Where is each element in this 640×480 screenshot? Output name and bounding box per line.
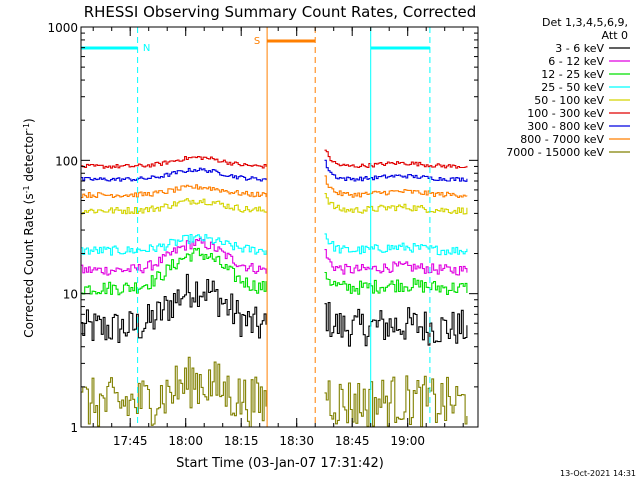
x-tick-label: 18:30	[279, 434, 314, 448]
legend-label: 12 - 25 keV	[541, 68, 604, 81]
series-line	[81, 233, 267, 256]
legend-label: 50 - 100 keV	[534, 94, 604, 107]
series-line	[81, 247, 267, 296]
annotation-label: S	[254, 36, 260, 47]
chart-title: RHESSI Observing Summary Count Rates, Co…	[84, 3, 477, 21]
series-line	[81, 156, 267, 169]
footer-date: 13-Oct-2021 14:31	[560, 469, 636, 478]
x-tick-label: 18:00	[168, 434, 203, 448]
y-tick-label: 100	[55, 154, 78, 168]
plot-frame	[80, 26, 479, 428]
series-line	[81, 273, 267, 344]
series-line	[324, 175, 468, 198]
series-line	[81, 198, 267, 215]
x-axis-label: Start Time (03-Jan-07 17:31:42)	[176, 456, 384, 471]
legend-label: 800 - 7000 keV	[520, 133, 604, 146]
annotation-label: N	[143, 43, 150, 54]
series-line	[324, 375, 468, 428]
y-tick-label: 10	[63, 288, 78, 302]
y-axis-label: Corrected Count Rate (s-1 detector-1)	[22, 118, 37, 337]
series-line	[324, 249, 468, 276]
series-line	[81, 184, 267, 199]
y-tick-label: 1	[70, 421, 78, 435]
series-line	[324, 159, 468, 182]
series-line	[81, 356, 267, 428]
series-line	[324, 233, 468, 256]
y-tick-label: 1000	[47, 21, 78, 35]
series-line	[324, 271, 468, 295]
legend-label: 25 - 50 keV	[541, 81, 604, 94]
legend-label: 100 - 300 keV	[527, 107, 604, 120]
x-tick-label: 18:45	[335, 434, 370, 448]
series-line	[324, 149, 468, 169]
legend-label: 6 - 12 keV	[548, 55, 604, 68]
series-line	[324, 302, 468, 347]
plot-area: NS	[80, 26, 479, 428]
series-line	[81, 167, 267, 182]
legend-label: 300 - 800 keV	[527, 120, 604, 133]
legend-label: 7000 - 15000 keV	[506, 146, 604, 159]
x-tick-label: 18:15	[224, 434, 259, 448]
x-tick-label: 19:00	[390, 434, 425, 448]
series-line	[324, 193, 468, 215]
series-line	[81, 237, 267, 276]
legend-header-line-1: Det 1,3,4,5,6,9,	[542, 16, 628, 29]
legend-label: 3 - 6 keV	[555, 42, 604, 55]
legend-header-line-2: Att 0	[602, 29, 628, 42]
x-tick-label: 17:45	[113, 434, 148, 448]
